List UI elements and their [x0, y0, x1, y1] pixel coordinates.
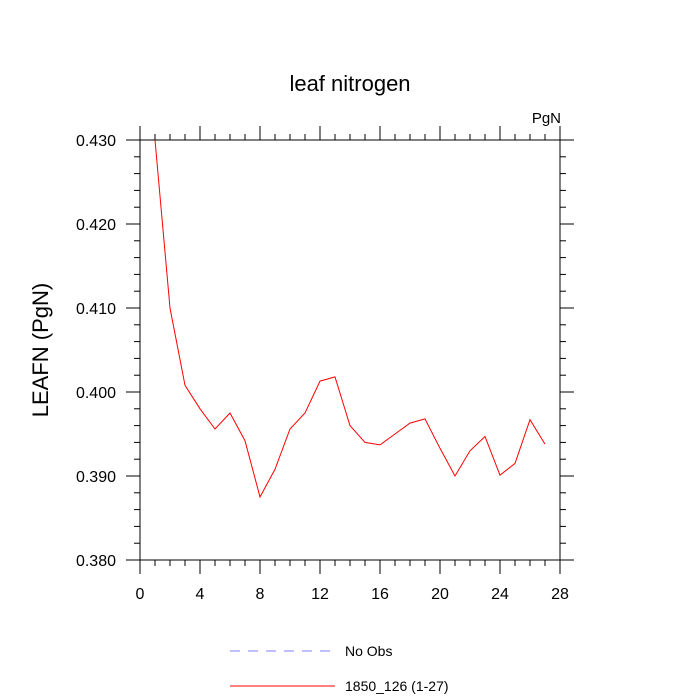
x-tick-label: 20 — [431, 586, 449, 603]
legend-label-no-obs: No Obs — [345, 643, 392, 659]
axis-ticks — [126, 126, 574, 574]
series-line-0 — [154, 139, 546, 499]
x-tick-label: 12 — [311, 586, 329, 603]
y-tick-label: 0.400 — [76, 385, 116, 402]
units-label: PgN — [532, 110, 561, 127]
x-tick-labels: 0 4 8 12 16 20 24 28 — [136, 586, 569, 603]
x-tick-label: 8 — [256, 586, 265, 603]
y-tick-label: 0.410 — [76, 301, 116, 318]
y-tick-label: 0.380 — [76, 553, 116, 570]
legend: No Obs 1850_126 (1-27) — [230, 643, 449, 694]
y-tick-label: 0.430 — [76, 133, 116, 150]
y-tick-label: 0.420 — [76, 217, 116, 234]
x-tick-label: 28 — [551, 586, 569, 603]
series-group — [154, 139, 546, 499]
x-tick-label: 4 — [196, 586, 205, 603]
y-axis-label: LEAFN (PgN) — [28, 283, 53, 417]
legend-label-1850-126: 1850_126 (1-27) — [345, 678, 449, 694]
plot-frame — [139, 139, 561, 561]
x-tick-label: 16 — [371, 586, 389, 603]
x-tick-label: 0 — [136, 586, 145, 603]
y-tick-label: 0.390 — [76, 469, 116, 486]
chart-title: leaf nitrogen — [289, 71, 410, 96]
y-tick-labels: 0.380 0.390 0.400 0.410 0.420 0.430 — [76, 133, 116, 570]
x-tick-label: 24 — [491, 586, 509, 603]
